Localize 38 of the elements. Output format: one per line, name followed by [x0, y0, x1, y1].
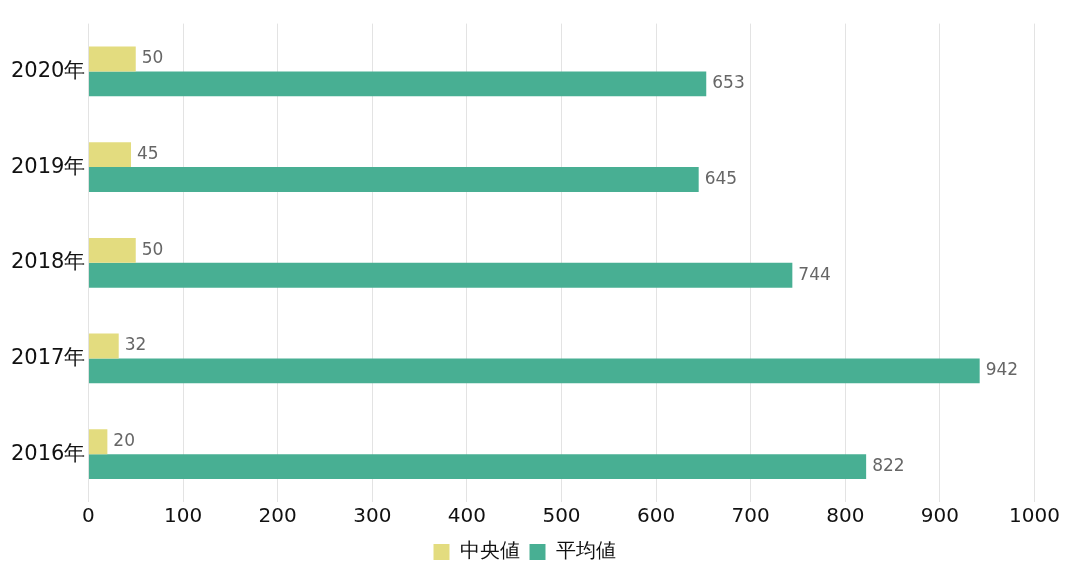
x-tick-label: 400: [447, 503, 486, 528]
data-label: 50: [141, 47, 164, 68]
x-tick-label: 1000: [1009, 503, 1060, 528]
bar: [88, 454, 867, 480]
data-label: 32: [124, 334, 147, 355]
data-label: 653: [712, 72, 745, 93]
x-tick-label: 0: [82, 503, 95, 528]
data-label: 822: [872, 455, 905, 476]
legend-label: 平均値: [555, 538, 616, 563]
data-label: 942: [985, 359, 1019, 380]
data-label: 20: [113, 430, 136, 451]
y-tick-label: 2019年: [10, 153, 86, 178]
data-label: 50: [141, 238, 164, 259]
bar: [88, 237, 136, 263]
x-tick-label: 200: [258, 503, 297, 528]
x-tick-label: 500: [542, 503, 581, 528]
data-label: 645: [704, 167, 738, 188]
x-tick-label: 800: [826, 503, 865, 528]
x-tick-label: 900: [920, 503, 960, 528]
legend-label: 中央値: [459, 538, 520, 563]
bar: [88, 358, 980, 384]
x-tick-label: 700: [731, 503, 770, 528]
y-tick-label: 2016年: [10, 440, 86, 465]
x-tick-label: 100: [163, 503, 203, 528]
data-label: 45: [137, 143, 159, 164]
y-tick-label: 2017年: [10, 344, 86, 369]
y-tick-label: 2018年: [10, 249, 86, 274]
x-tick-label: 600: [637, 503, 676, 528]
bar: [88, 142, 132, 168]
bar: [88, 71, 707, 97]
bar: [88, 333, 119, 359]
data-label: 744: [798, 263, 831, 284]
bar: [88, 46, 136, 72]
bar: [88, 262, 793, 288]
bar: [88, 167, 699, 192]
x-tick-label: 300: [353, 503, 392, 528]
y-tick-label: 2020年: [10, 57, 86, 82]
bar: [88, 429, 108, 455]
